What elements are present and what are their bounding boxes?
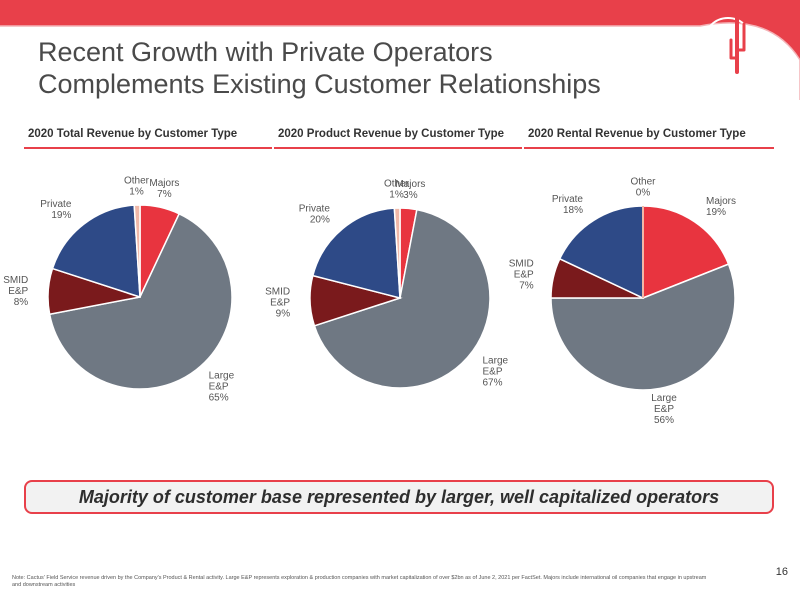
title-line-2: Complements Existing Customer Relationsh…	[38, 69, 601, 99]
pie-label-large-ep: Large E&P 67%	[483, 356, 509, 389]
pie-label-private: Private 20%	[299, 204, 331, 226]
pie-slice-private	[558, 205, 644, 300]
pie-label-majors: Majors 3%	[395, 179, 425, 201]
page-number: 16	[775, 566, 788, 578]
pie-label-private: Private 18%	[552, 194, 584, 216]
chart-title-total: 2020 Total Revenue by Customer Type	[28, 128, 238, 140]
pie-slice-private	[51, 204, 141, 299]
pie-chart-product: Majors 3% Large E&P 67% SMID E&P 9% Private 20% Ot…	[265, 179, 509, 389]
pie-label-other: Other 1%	[124, 176, 150, 198]
pie-label-large-ep: Large E&P 65%	[209, 371, 235, 404]
pie-chart-rental: Majors 19% Large E&P 56% SMID E&P 7% Private 18% O…	[509, 177, 736, 427]
chart-header-product: 2020 Product Revenue by Customer Type	[274, 125, 522, 149]
pie-slice-large-ep	[550, 263, 736, 391]
title-line-1: Recent Growth with Private Operators	[38, 37, 493, 67]
pie-label-majors: Majors 7%	[149, 178, 179, 200]
header-band	[0, 0, 800, 100]
pie-slice-large-ep	[313, 208, 491, 389]
pie-label-private: Private 19%	[40, 199, 72, 221]
pie-label-smid-ep: SMID E&P 9%	[265, 287, 290, 320]
pie-label-smid-ep: SMID E&P 7%	[509, 259, 534, 292]
pie-label-other: Other 1%	[384, 179, 410, 201]
chart-title-product: 2020 Product Revenue by Customer Type	[278, 128, 505, 140]
chart-title-rental: 2020 Rental Revenue by Customer Type	[528, 128, 746, 140]
pie-label-smid-ep: SMID E&P 8%	[3, 275, 28, 308]
pie-label-other: Other 0%	[630, 177, 656, 199]
callout-box: Majority of customer base represented by…	[24, 480, 774, 514]
pie-slice-other	[393, 207, 401, 299]
cactus-logo-icon	[703, 12, 753, 74]
pie-chart-total: Majors 7% Large E&P 65% SMID E&P 8% Private 19% Ot…	[3, 176, 235, 404]
pie-label-large-ep: Large E&P 56%	[651, 393, 677, 426]
pie-slice-large-ep	[48, 212, 233, 390]
pie-label-majors: Majors 19%	[706, 196, 736, 218]
slide-title: Recent Growth with Private Operators Com…	[38, 36, 601, 100]
pie-slice-majors	[642, 205, 730, 300]
footnote: Note: Cactus' Field Service revenue driv…	[12, 575, 707, 588]
chart-header-rental: 2020 Rental Revenue by Customer Type	[524, 125, 774, 149]
pie-slice-private	[311, 207, 401, 299]
chart-header-total: 2020 Total Revenue by Customer Type	[24, 125, 272, 149]
pie-slice-other	[133, 204, 141, 298]
callout-text: Majority of customer base represented by…	[78, 487, 720, 507]
